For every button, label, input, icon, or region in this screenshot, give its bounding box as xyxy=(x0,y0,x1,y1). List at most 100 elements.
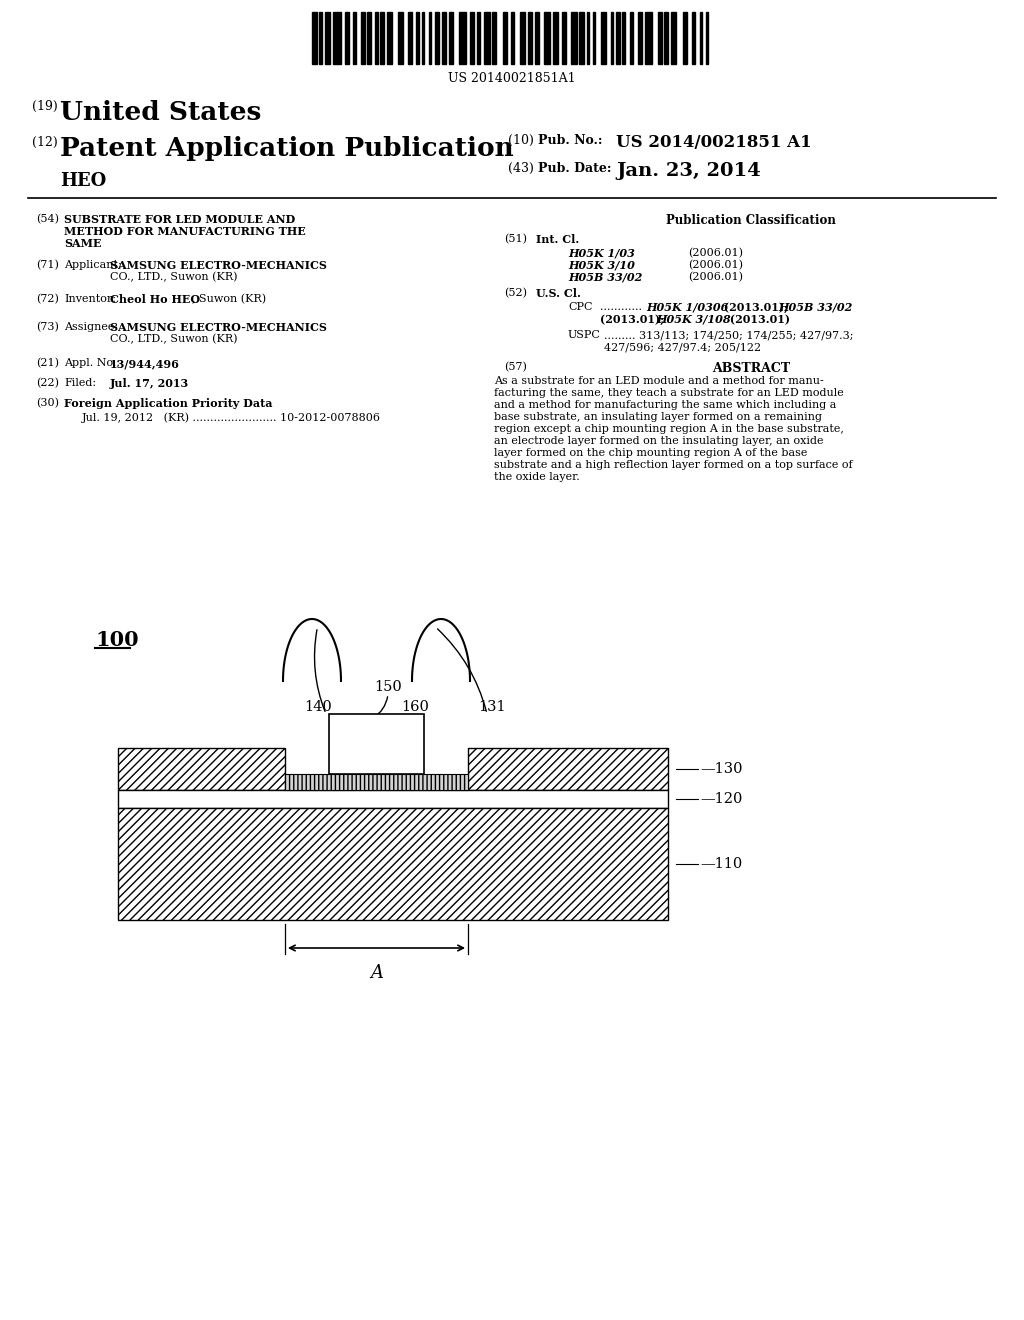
Bar xyxy=(319,12,322,63)
Bar xyxy=(511,12,514,63)
Bar xyxy=(387,12,392,63)
Text: U.S. Cl.: U.S. Cl. xyxy=(536,288,581,300)
Bar xyxy=(638,12,642,63)
Text: Pub. No.:: Pub. No.: xyxy=(538,135,602,147)
Text: Appl. No.:: Appl. No.: xyxy=(63,358,120,368)
Text: 13/944,496: 13/944,496 xyxy=(110,358,180,370)
Bar xyxy=(544,12,550,63)
Text: CPC: CPC xyxy=(568,302,593,312)
Text: (71): (71) xyxy=(36,260,58,271)
Bar xyxy=(470,12,474,63)
Text: (72): (72) xyxy=(36,294,58,305)
Text: (12): (12) xyxy=(32,136,57,149)
Text: HEO: HEO xyxy=(60,172,106,190)
Bar xyxy=(477,12,480,63)
Text: METHOD FOR MANUFACTURING THE: METHOD FOR MANUFACTURING THE xyxy=(63,226,306,238)
Text: an electrode layer formed on the insulating layer, an oxide: an electrode layer formed on the insulat… xyxy=(494,436,823,446)
Text: 427/596; 427/97.4; 205/122: 427/596; 427/97.4; 205/122 xyxy=(604,342,761,352)
Text: (2013.01): (2013.01) xyxy=(726,314,790,325)
Text: (2006.01): (2006.01) xyxy=(688,260,743,271)
Bar xyxy=(672,12,676,63)
Text: ......... 313/113; 174/250; 174/255; 427/97.3;: ......... 313/113; 174/250; 174/255; 427… xyxy=(604,330,853,341)
Bar xyxy=(553,12,558,63)
Text: facturing the same, they teach a substrate for an LED module: facturing the same, they teach a substra… xyxy=(494,388,844,399)
Bar xyxy=(345,12,349,63)
Text: Foreign Application Priority Data: Foreign Application Priority Data xyxy=(63,399,272,409)
Text: (54): (54) xyxy=(36,214,59,224)
Text: Int. Cl.: Int. Cl. xyxy=(536,234,580,246)
Bar xyxy=(380,12,384,63)
Text: SUBSTRATE FOR LED MODULE AND: SUBSTRATE FOR LED MODULE AND xyxy=(63,214,295,224)
Text: Filed:: Filed: xyxy=(63,378,96,388)
Text: US 20140021851A1: US 20140021851A1 xyxy=(449,73,575,84)
Text: 160: 160 xyxy=(401,700,429,714)
Bar xyxy=(520,12,524,63)
Bar xyxy=(429,12,431,63)
Bar xyxy=(691,12,695,63)
Text: (30): (30) xyxy=(36,399,59,408)
Bar xyxy=(459,12,466,63)
Bar xyxy=(665,12,668,63)
Bar xyxy=(375,12,378,63)
Text: (21): (21) xyxy=(36,358,59,368)
Text: H05K 1/0306: H05K 1/0306 xyxy=(646,302,728,313)
Text: CO., LTD., Suwon (KR): CO., LTD., Suwon (KR) xyxy=(110,334,238,345)
Bar xyxy=(334,12,341,63)
Text: (2013.01);: (2013.01); xyxy=(720,302,792,313)
Text: As a substrate for an LED module and a method for manu-: As a substrate for an LED module and a m… xyxy=(494,376,823,385)
Text: Jul. 17, 2013: Jul. 17, 2013 xyxy=(110,378,189,389)
Bar xyxy=(571,12,578,63)
Text: SAMSUNG ELECTRO-MECHANICS: SAMSUNG ELECTRO-MECHANICS xyxy=(110,260,327,271)
Bar xyxy=(645,12,652,63)
Bar xyxy=(700,12,702,63)
Text: ............: ............ xyxy=(600,302,642,312)
Text: A: A xyxy=(370,964,383,982)
Text: (10): (10) xyxy=(508,135,534,147)
Bar xyxy=(285,774,468,789)
Text: US 2014/0021851 A1: US 2014/0021851 A1 xyxy=(616,135,812,150)
Text: CO., LTD., Suwon (KR): CO., LTD., Suwon (KR) xyxy=(110,272,238,282)
Text: Cheol Ho HEO: Cheol Ho HEO xyxy=(110,294,200,305)
Text: Publication Classification: Publication Classification xyxy=(666,214,836,227)
Text: region except a chip mounting region A in the base substrate,: region except a chip mounting region A i… xyxy=(494,424,844,434)
Text: substrate and a high reflection layer formed on a top surface of: substrate and a high reflection layer fo… xyxy=(494,459,853,470)
Bar xyxy=(630,12,633,63)
Bar xyxy=(118,789,668,808)
Text: H05K 1/03: H05K 1/03 xyxy=(568,248,635,259)
Text: 140: 140 xyxy=(304,700,332,714)
Text: Patent Application Publication: Patent Application Publication xyxy=(60,136,514,161)
Text: (19): (19) xyxy=(32,100,57,114)
Text: 150: 150 xyxy=(374,680,401,694)
Bar xyxy=(468,748,668,789)
Text: H05B 33/02: H05B 33/02 xyxy=(568,272,642,282)
Bar xyxy=(360,12,365,63)
Text: H05K 3/10: H05K 3/10 xyxy=(568,260,635,271)
Text: SAME: SAME xyxy=(63,238,101,249)
Bar xyxy=(326,12,330,63)
Text: SAMSUNG ELECTRO-MECHANICS: SAMSUNG ELECTRO-MECHANICS xyxy=(110,322,327,333)
Text: (43): (43) xyxy=(508,162,534,176)
Bar xyxy=(484,12,489,63)
Bar xyxy=(528,12,531,63)
Text: Jul. 19, 2012   (KR) ........................ 10-2012-0078806: Jul. 19, 2012 (KR) .....................… xyxy=(82,412,381,422)
Bar xyxy=(616,12,621,63)
Bar xyxy=(398,12,402,63)
Text: (2013.01);: (2013.01); xyxy=(600,314,668,325)
Text: H05K 3/108: H05K 3/108 xyxy=(656,314,731,325)
Bar xyxy=(118,748,285,789)
Text: —120: —120 xyxy=(700,792,742,807)
Bar xyxy=(367,12,371,63)
Text: and a method for manufacturing the same which including a: and a method for manufacturing the same … xyxy=(494,400,837,411)
Bar xyxy=(422,12,424,63)
Bar xyxy=(450,12,453,63)
Bar xyxy=(352,12,356,63)
Bar xyxy=(580,12,585,63)
Text: Pub. Date:: Pub. Date: xyxy=(538,162,611,176)
Text: layer formed on the chip mounting region A of the base: layer formed on the chip mounting region… xyxy=(494,447,807,458)
Text: ABSTRACT: ABSTRACT xyxy=(712,362,791,375)
Text: base substrate, an insulating layer formed on a remaining: base substrate, an insulating layer form… xyxy=(494,412,822,422)
Bar xyxy=(561,12,566,63)
Bar xyxy=(442,12,445,63)
Bar xyxy=(503,12,507,63)
Text: Inventor:: Inventor: xyxy=(63,294,116,304)
